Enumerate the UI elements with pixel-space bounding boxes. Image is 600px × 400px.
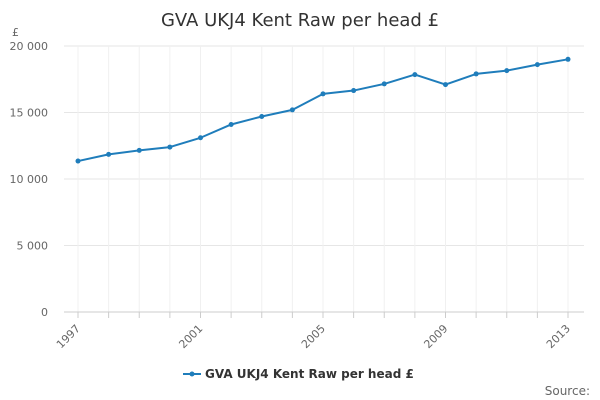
y-tick-label: 5 000 [17,240,49,253]
gridlines [64,45,584,312]
data-point[interactable] [534,62,540,68]
y-axis-unit: £ [12,26,19,39]
y-tick-label: 0 [41,306,48,319]
data-point[interactable] [136,147,142,153]
data-point[interactable] [351,88,357,94]
source-label: Source: [545,384,590,398]
data-point[interactable] [381,81,387,87]
x-tick-label: 2005 [299,322,328,351]
data-point[interactable] [412,72,418,78]
x-tick-label: 2013 [544,322,573,351]
series-group [75,56,571,164]
data-point[interactable] [75,158,81,164]
x-tick-label: 1997 [54,322,83,351]
data-point[interactable] [565,56,571,62]
y-tick-label: 20 000 [10,40,49,53]
data-point[interactable] [259,113,265,119]
data-point[interactable] [228,121,234,127]
x-axis: 1997 2001 2005 2009 2013 [54,311,584,351]
y-tick-label: 10 000 [10,173,49,186]
legend-dot-marker [189,371,195,377]
data-point[interactable] [289,107,295,113]
data-point[interactable] [198,135,203,141]
x-tick-label: 2009 [421,322,450,351]
data-point[interactable] [167,144,173,150]
chart-title: GVA UKJ4 Kent Raw per head £ [161,10,439,31]
y-tick-label: 15 000 [10,107,49,120]
y-axis-ticks: 0 5 000 10 000 15 000 20 000 [10,40,49,319]
data-point[interactable] [504,68,510,74]
legend[interactable]: GVA UKJ4 Kent Raw per head £ [183,367,414,381]
data-point[interactable] [473,71,479,77]
data-point[interactable] [443,82,448,88]
data-point[interactable] [106,151,112,157]
legend-label: GVA UKJ4 Kent Raw per head £ [205,367,414,381]
data-point[interactable] [320,91,326,97]
x-tick-label: 2001 [176,322,205,351]
